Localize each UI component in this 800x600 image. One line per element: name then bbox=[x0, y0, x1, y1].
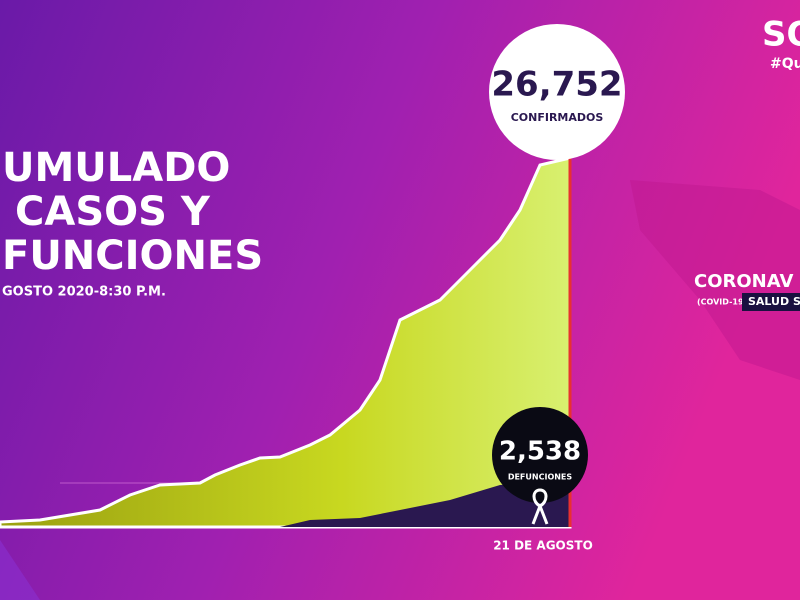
confirmed-circle bbox=[489, 24, 625, 160]
confirmed-label: CONFIRMADOS bbox=[511, 111, 604, 124]
title-line: UMULADO bbox=[2, 145, 230, 191]
map-shape bbox=[630, 180, 800, 380]
side-sub: SALUD S bbox=[748, 295, 800, 308]
logo: SO bbox=[762, 15, 800, 55]
title-line: FUNCIONES bbox=[2, 233, 263, 279]
hashtag: #Qu bbox=[770, 56, 800, 72]
deaths-area bbox=[280, 480, 570, 527]
ribbon-icon bbox=[531, 488, 549, 525]
side-title: CORONAV bbox=[694, 271, 793, 292]
title-date: GOSTO 2020-8:30 P.M. bbox=[2, 285, 166, 300]
confirmed-value: 26,752 bbox=[491, 65, 622, 105]
side-box bbox=[742, 293, 800, 311]
side-sub: (COVID-19) bbox=[697, 298, 747, 307]
decor bbox=[0, 540, 40, 600]
date-label: 21 DE AGOSTO bbox=[493, 539, 593, 553]
confirmed-area bbox=[0, 156, 572, 529]
deaths-value: 2,538 bbox=[499, 437, 581, 467]
deaths-circle bbox=[492, 407, 588, 503]
title-line: CASOS Y bbox=[15, 189, 211, 235]
deaths-label: DEFUNCIONES bbox=[508, 473, 573, 482]
